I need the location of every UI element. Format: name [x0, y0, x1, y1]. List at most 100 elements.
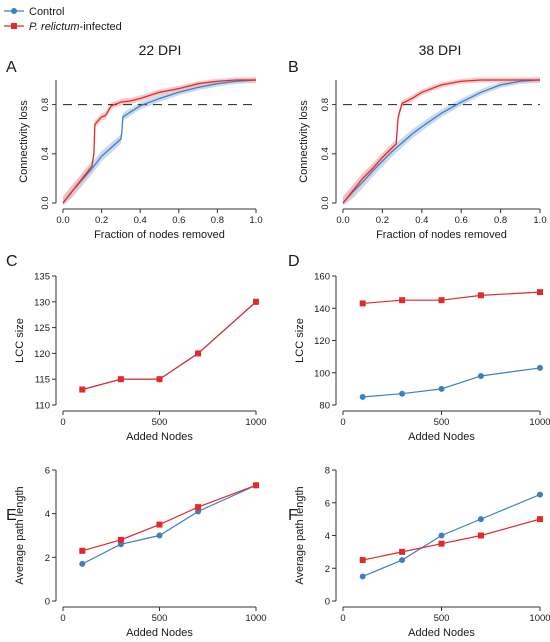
infected-point — [117, 376, 124, 383]
infected-point — [253, 298, 259, 305]
panel-b: B 38 DPI 0.0 0.2 0.4 0.6 0.8 1.0 0.0 0.4 0.8 Fracti… — [288, 42, 547, 241]
y-tick-label: 80 — [319, 401, 330, 412]
y-tick-label: 8 — [325, 466, 330, 477]
infected-point — [399, 548, 406, 555]
infected-point — [195, 350, 202, 357]
legend-infected-suffix: -infected — [80, 21, 122, 33]
legend-control-marker — [11, 8, 17, 14]
panel-f: F 0 500 1000 0 2 4 6 8 Added Nodes Average path le… — [288, 466, 550, 640]
x-tick-label: 0 — [60, 417, 65, 428]
infected-point — [537, 289, 543, 296]
control-confidence-band — [343, 77, 540, 206]
y-tick-label: 100 — [314, 368, 330, 379]
y-tick-label: 0.8 — [40, 98, 51, 111]
infected-point — [537, 516, 543, 523]
y-tick-label: 6 — [325, 498, 330, 509]
infected-line — [62, 79, 256, 204]
legend-infected-species: P. relictum — [29, 21, 80, 33]
panel-letter-d: D — [288, 253, 300, 270]
panel-a: A 22 DPI 0.0 0.2 0.4 0.6 0.8 1.0 0.0 0.4 0.8 Fracti… — [6, 42, 263, 241]
panel-letter-e: E — [6, 507, 17, 524]
control-line — [62, 79, 257, 204]
x-tick-label: 0 — [340, 417, 345, 428]
x-tick-label: 500 — [434, 417, 450, 428]
y-tick-label: 0 — [45, 597, 50, 608]
control-line — [362, 367, 541, 398]
x-axis-label: Added Nodes — [408, 431, 475, 443]
control-point — [156, 532, 163, 539]
infected-confidence-band — [343, 77, 540, 206]
y-tick-label: 160 — [314, 272, 330, 283]
panel-d: D 0 500 1000 80 100 120 140 160 Added Nodes LCC si… — [288, 253, 550, 443]
panel-c: C 0 500 1000 110 115 120 125 130 135 Added Nodes LC… — [6, 253, 267, 443]
panel-letter-c: C — [6, 253, 18, 270]
infected-point — [359, 300, 366, 307]
control-point — [359, 573, 366, 580]
control-point — [438, 532, 445, 539]
infected-point — [438, 540, 445, 547]
infected-point — [253, 482, 259, 489]
panel-letter-b: B — [288, 59, 299, 76]
control-point — [477, 372, 484, 379]
x-tick-label: 1.0 — [533, 215, 546, 226]
x-tick-label: 0.6 — [172, 215, 185, 226]
y-tick-label: 115 — [35, 375, 50, 386]
x-tick-label: 1000 — [245, 417, 266, 428]
infected-point — [359, 557, 366, 564]
y-axis-label: Average path length — [294, 486, 306, 584]
y-tick-label: 4 — [325, 531, 330, 542]
control-point — [79, 560, 86, 567]
x-tick-label: 500 — [152, 417, 168, 428]
control-line — [362, 494, 541, 577]
y-tick-label: 0.8 — [320, 98, 331, 111]
control-confidence-band — [63, 77, 256, 206]
y-tick-label: 2 — [45, 553, 50, 564]
x-tick-label: 0.8 — [211, 215, 224, 226]
y-tick-label: 125 — [34, 323, 50, 334]
x-tick-label: 0.8 — [494, 215, 507, 226]
x-tick-label: 0.2 — [95, 215, 108, 226]
x-tick-label: 0.0 — [56, 215, 69, 226]
x-axis-label: Fraction of nodes removed — [94, 229, 225, 241]
y-tick-label: 120 — [314, 336, 330, 347]
y-tick-label: 0 — [325, 597, 330, 608]
y-tick-label: 0.0 — [40, 196, 51, 209]
x-tick-label: 1000 — [245, 613, 266, 624]
x-tick-label: 0.4 — [415, 215, 428, 226]
x-axis-label: Fraction of nodes removed — [376, 229, 507, 241]
x-tick-label: 1000 — [529, 417, 550, 428]
y-tick-label: 4 — [45, 509, 50, 520]
y-tick-label: 120 — [34, 349, 50, 360]
infected-line — [82, 301, 257, 391]
x-tick-label: 0.6 — [455, 215, 468, 226]
infected-line — [342, 79, 540, 204]
y-tick-label: 0.0 — [320, 196, 331, 209]
x-axis-label: Added Nodes — [408, 627, 475, 639]
x-axis-label: Added Nodes — [126, 627, 193, 639]
infected-point — [438, 297, 445, 304]
infected-point — [399, 297, 406, 304]
y-axis-label: LCC size — [14, 318, 26, 363]
control-point — [477, 516, 484, 523]
x-axis-label: Added Nodes — [126, 431, 193, 443]
x-tick-label: 0 — [340, 613, 345, 624]
infected-point — [477, 292, 484, 299]
control-point — [537, 491, 543, 498]
legend-control-label: Control — [29, 6, 64, 18]
infected-point — [156, 521, 163, 528]
infected-point — [477, 532, 484, 539]
control-line — [342, 79, 541, 204]
y-tick-label: 0.4 — [320, 147, 331, 160]
control-point — [359, 393, 366, 400]
x-tick-label: 500 — [434, 613, 450, 624]
panel-title: 38 DPI — [419, 42, 462, 58]
control-line — [82, 484, 257, 565]
infected-point — [79, 547, 86, 554]
legend: Control P. relictum-infected — [4, 6, 122, 33]
x-tick-label: 1.0 — [249, 215, 262, 226]
y-axis-label: Connectivity loss — [298, 100, 310, 183]
y-tick-label: 140 — [314, 304, 330, 315]
x-tick-label: 0.0 — [336, 215, 349, 226]
panel-e: E 0 500 1000 0 2 4 6 Added Nodes Average path len… — [6, 466, 267, 640]
